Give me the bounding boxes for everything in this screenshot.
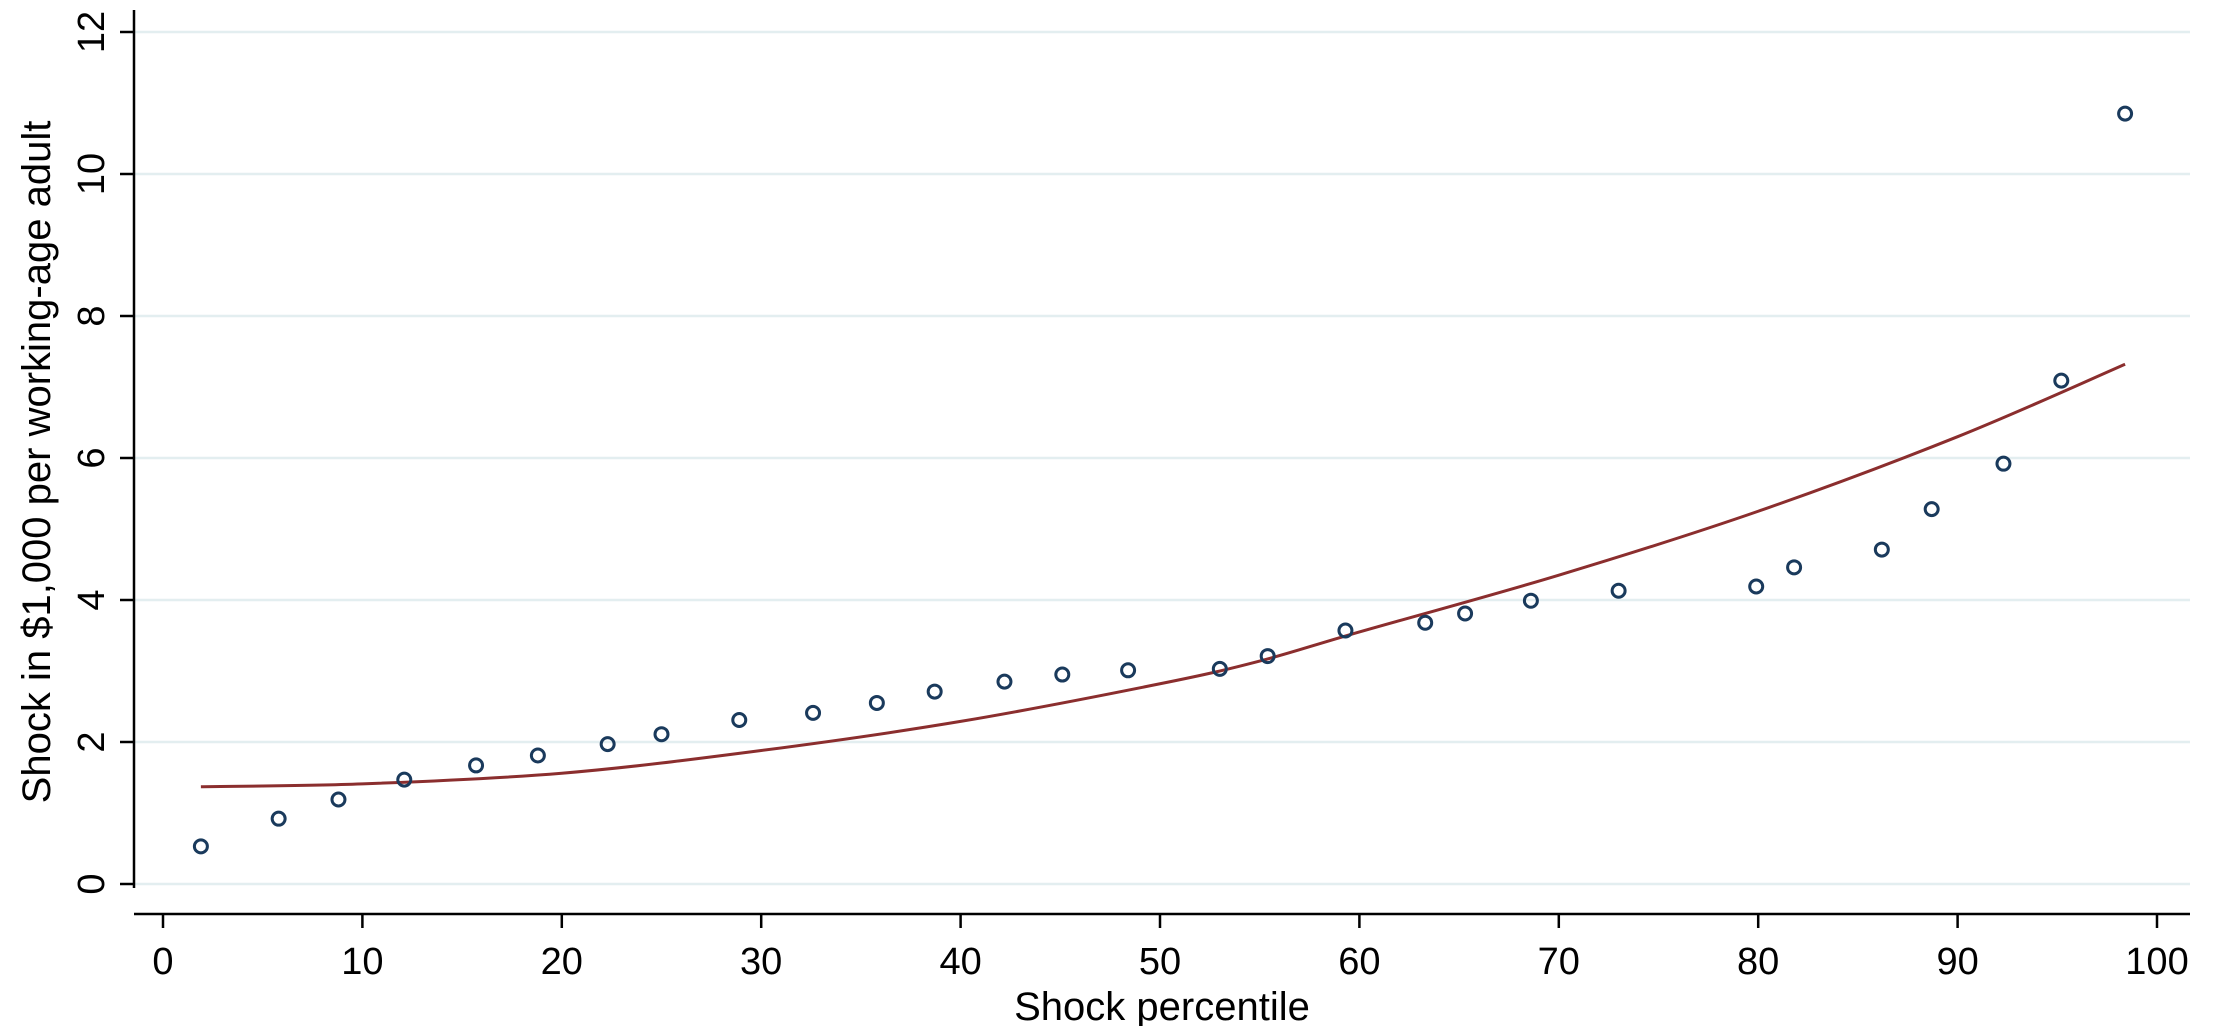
scatter-point-17 [1259, 648, 1276, 665]
scatter-point-22 [1610, 582, 1627, 599]
x-tick-label-20: 20 [541, 941, 583, 983]
scatter-point-18 [1337, 622, 1354, 639]
scatter-point-23 [1748, 578, 1765, 595]
scatter-point-11 [868, 694, 885, 711]
x-tick-label-70: 70 [1538, 941, 1580, 983]
x-axis-title: Shock percentile [1014, 985, 1310, 1026]
y-tick-label-12: 12 [71, 11, 113, 53]
scatter-point-19 [1417, 614, 1434, 631]
scatter-point-15 [1120, 662, 1137, 679]
scatter-point-24 [1786, 559, 1803, 576]
scatter-point-20 [1457, 605, 1474, 622]
y-tick-label-8: 8 [71, 305, 113, 326]
scatter-point-27 [1995, 455, 2012, 472]
x-tick-label-40: 40 [939, 941, 981, 983]
scatter-point-8 [653, 726, 670, 743]
scatter-point-6 [529, 747, 546, 764]
x-tick-label-80: 80 [1737, 941, 1779, 983]
grid-lines [134, 30, 2190, 886]
y-tick-label-2: 2 [71, 731, 113, 752]
x-tick-label-0: 0 [152, 941, 173, 983]
y-tick-label-0: 0 [71, 873, 113, 894]
scatter-point-14 [1054, 666, 1071, 683]
x-tick-label-50: 50 [1139, 941, 1181, 983]
scatter-point-5 [468, 757, 485, 774]
scatter-point-13 [996, 673, 1013, 690]
scatter-point-28 [2053, 372, 2070, 389]
scatter-point-3 [330, 791, 347, 808]
x-tick-label-30: 30 [740, 941, 782, 983]
x-tick-label-60: 60 [1338, 941, 1380, 983]
scatter-point-4 [396, 771, 413, 788]
scatter-point-25 [1873, 541, 1890, 558]
ticks: 0 2 4 6 8 10 12 0 10 20 30 40 50 60 70 80 90 100 [71, 11, 2189, 983]
scatter-point-10 [805, 704, 822, 721]
x-tick-label-100: 100 [2125, 941, 2188, 983]
y-axis-title: Shock in $1,000 per working-age adult [15, 121, 59, 804]
scatter-point-1 [192, 838, 209, 855]
scatter-point-16 [1211, 660, 1228, 677]
scatter-point-29 [2117, 105, 2134, 122]
y-tick-label-10: 10 [71, 153, 113, 195]
y-tick-label-6: 6 [71, 447, 113, 468]
scatter-point-9 [731, 711, 748, 728]
axes [132, 10, 2190, 916]
scatter-point-12 [926, 683, 943, 700]
fitted-line-series [200, 362, 2126, 789]
scatter-point-2 [270, 810, 287, 827]
y-tick-label-4: 4 [71, 589, 113, 610]
scatter-point-7 [599, 736, 616, 753]
scatter-series [192, 105, 2134, 855]
scatter-point-26 [1923, 501, 1940, 518]
fitted-line [200, 362, 2126, 789]
x-tick-label-90: 90 [1936, 941, 1978, 983]
x-tick-label-10: 10 [341, 941, 383, 983]
scatter-point-21 [1522, 592, 1539, 609]
